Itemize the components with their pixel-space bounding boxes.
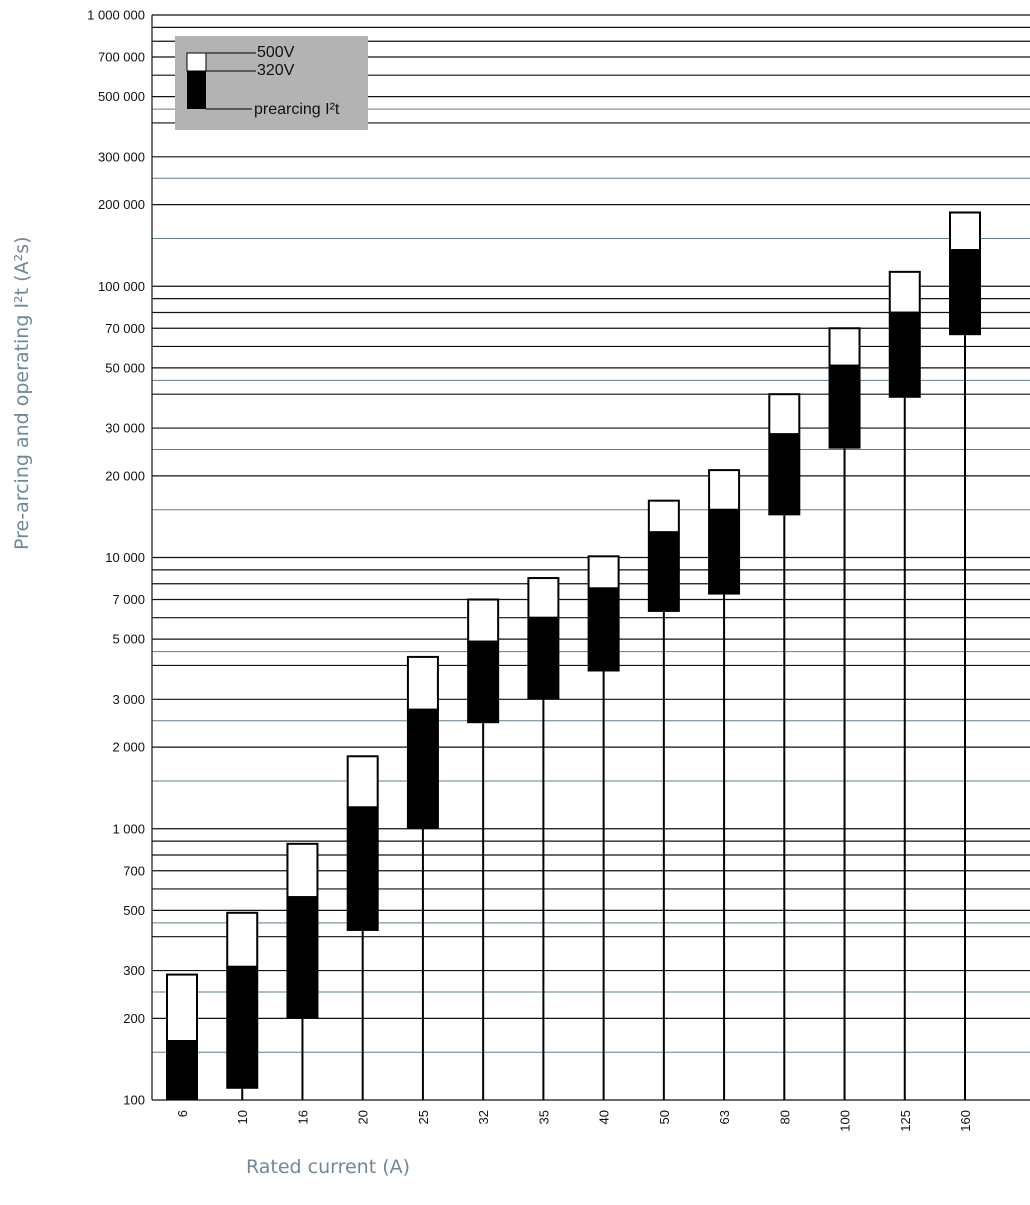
legend-label-500v: 500V — [257, 44, 295, 61]
x-tick-label: 63 — [717, 1110, 732, 1124]
y-tick-label: 20 000 — [105, 468, 145, 483]
x-tick-label: 125 — [898, 1110, 913, 1132]
bar-500v — [768, 393, 801, 436]
y-tick-label: 50 000 — [105, 360, 145, 375]
legend-label-320v: 320V — [257, 62, 295, 79]
bar-500v — [647, 499, 680, 534]
x-tick-label: 50 — [657, 1110, 672, 1124]
x-tick-label: 20 — [356, 1110, 371, 1124]
legend-swatch-black — [187, 71, 206, 109]
legend-label-prearcing: prearcing I²t — [254, 101, 340, 118]
bar-320v — [647, 532, 680, 612]
y-tick-label: 7 000 — [112, 592, 145, 607]
bar-320v — [768, 434, 801, 516]
bar-500v — [286, 842, 319, 899]
y-tick-label: 100 — [123, 1093, 145, 1108]
bar-500v — [949, 211, 981, 252]
bars — [166, 211, 981, 1100]
bar-500v — [828, 327, 861, 367]
bar-320v — [467, 641, 500, 724]
bar-320v — [708, 509, 741, 595]
bar-320v — [226, 966, 259, 1089]
legend: 500V 320V prearcing I²t — [175, 36, 368, 130]
x-axis-title: Rated current (A) — [246, 1156, 410, 1178]
x-tick-label: 100 — [838, 1110, 853, 1132]
bar-500v — [467, 598, 500, 643]
x-tick-label: 35 — [536, 1110, 551, 1124]
bar-320v — [949, 250, 981, 336]
x-tick-label: 40 — [597, 1110, 612, 1124]
y-tick-label: 10 000 — [105, 550, 145, 565]
y-tick-label: 300 000 — [98, 149, 145, 164]
y-tick-label: 700 000 — [98, 50, 145, 65]
x-tick-label: 10 — [235, 1110, 250, 1124]
legend-background — [175, 36, 368, 130]
y-tick-label: 3 000 — [112, 692, 145, 707]
y-axis-title: Pre-arcing and operating I²t (A²s) — [11, 237, 33, 551]
bar-320v — [286, 897, 319, 1019]
x-tick-labels: 6 10 16 20 25 32 35 40 50 63 80 100 125 160 — [175, 1110, 973, 1132]
y-tick-label: 2 000 — [112, 740, 145, 755]
x-tick-label: 6 — [175, 1110, 190, 1117]
bar-500v — [527, 577, 560, 619]
bar-500v — [346, 755, 379, 809]
y-tick-label: 30 000 — [105, 421, 145, 436]
y-tick-label: 70 000 — [105, 321, 145, 336]
bar-320v — [587, 588, 620, 672]
legend-swatch-white — [186, 52, 207, 72]
x-tick-label: 160 — [958, 1110, 973, 1132]
bar-500v — [888, 270, 921, 314]
bar-500v — [166, 973, 198, 1043]
bar-500v — [226, 911, 259, 968]
bar-500v — [708, 469, 741, 511]
y-tick-labels: 1 000 000 700 000 500 000 300 000 200 000 100… — [87, 8, 145, 1108]
bar-320v — [346, 807, 379, 931]
x-tick-label: 80 — [777, 1110, 792, 1124]
x-tick-label: 25 — [416, 1110, 431, 1124]
bar-320v — [527, 617, 560, 700]
bar-320v — [828, 365, 861, 449]
y-tick-label: 500 — [123, 903, 145, 918]
x-tick-label: 32 — [476, 1110, 491, 1124]
y-tick-label: 5 000 — [112, 632, 145, 647]
bar-320v — [888, 312, 921, 398]
y-tick-label: 700 — [123, 863, 145, 878]
y-tick-label: 300 — [123, 963, 145, 978]
bar-320v — [406, 709, 439, 829]
x-tick-label: 16 — [295, 1110, 310, 1124]
y-tick-label: 100 000 — [98, 279, 145, 294]
bar-500v — [587, 555, 620, 590]
bar-320v — [166, 1041, 198, 1100]
y-tick-label: 1 000 — [112, 821, 145, 836]
y-tick-label: 1 000 000 — [87, 8, 145, 23]
y-tick-label: 500 000 — [98, 89, 145, 104]
bar-500v — [406, 655, 439, 711]
y-tick-label: 200 — [123, 1011, 145, 1026]
y-tick-label: 200 000 — [98, 197, 145, 212]
